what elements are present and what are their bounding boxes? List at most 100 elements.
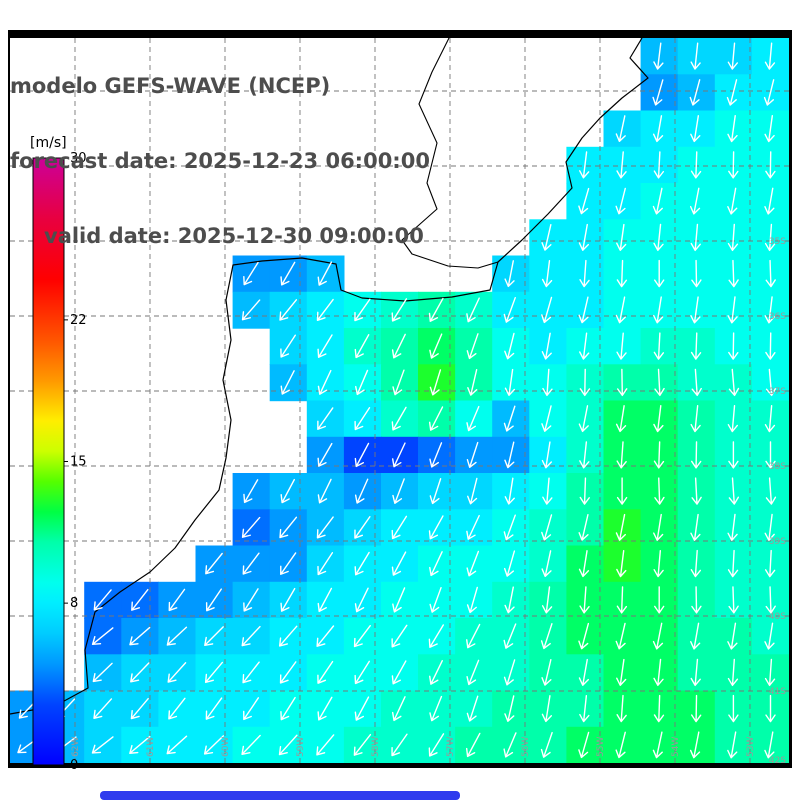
wind-arrow-glyph <box>726 79 738 106</box>
wind-arrow-glyph <box>615 731 626 759</box>
wind-arrow <box>578 405 589 433</box>
coastline-main <box>9 37 649 715</box>
colorbar-tick-label: 0 <box>70 758 78 773</box>
wind-arrow-glyph <box>353 733 372 756</box>
wind-arrow <box>541 514 553 541</box>
wind-arrow <box>241 734 261 755</box>
wind-arrow-glyph <box>764 42 776 70</box>
wind-arrow-glyph <box>317 587 333 613</box>
wind-arrow <box>354 587 369 613</box>
wind-arrow-glyph <box>653 513 664 541</box>
wind-arrow-glyph <box>429 586 442 613</box>
wind-arrow <box>617 368 628 397</box>
wind-arrow <box>279 299 298 321</box>
wind-arrow-glyph <box>690 42 701 70</box>
wind-arrow <box>690 549 702 578</box>
wind-arrow <box>541 586 553 614</box>
wind-arrow-glyph <box>727 296 738 324</box>
wind-arrow <box>391 298 408 322</box>
wind-arrow-glyph <box>579 259 590 288</box>
wind-arrow <box>465 732 481 758</box>
wind-arrow-glyph <box>317 660 334 684</box>
wind-arrow <box>764 549 776 578</box>
wind-arrow <box>728 477 740 505</box>
wind-arrow-glyph <box>578 731 590 759</box>
wind-arrow-glyph <box>91 736 114 754</box>
wind-arrow <box>280 478 296 504</box>
wind-arrow <box>728 586 739 614</box>
frame-bottom <box>8 763 791 768</box>
wind-arrow <box>391 333 406 359</box>
wind-arrow-glyph <box>690 622 701 650</box>
wind-arrow-glyph <box>243 697 260 721</box>
lon-label: 56W <box>521 737 531 757</box>
wind-arrow <box>243 261 259 286</box>
wind-arrow-glyph <box>541 259 553 288</box>
wind-arrow <box>540 623 553 650</box>
lat-label: 39S <box>769 537 786 547</box>
wind-arrow-glyph <box>243 479 259 504</box>
wind-arrow-glyph <box>653 404 664 433</box>
wind-arrow-glyph <box>615 405 627 433</box>
wind-arrow-glyph <box>616 549 627 578</box>
frame-left <box>8 30 10 768</box>
coastline <box>9 37 649 715</box>
wind-arrow-glyph <box>316 734 335 756</box>
wind-arrow <box>728 441 739 469</box>
wind-arrow-glyph <box>241 299 261 321</box>
wind-arrow <box>317 261 333 286</box>
wind-arrow-glyph <box>541 405 552 432</box>
wind-arrow <box>241 625 261 647</box>
longitude-labels: 62W 61W 60W 59W 58W 57W 56W 55W 54W 53W <box>71 737 756 757</box>
wind-arrow-glyph <box>727 731 738 759</box>
wind-arrow <box>391 515 408 540</box>
wind-arrow-glyph <box>391 660 407 685</box>
lon-label: 60W <box>221 737 231 757</box>
wind-arrow <box>541 659 552 686</box>
wind-arrow <box>317 478 332 504</box>
wind-arrow-glyph <box>391 624 408 648</box>
wind-arrow-glyph <box>652 622 664 650</box>
wind-arrow <box>541 405 552 432</box>
map-frame <box>8 30 792 768</box>
wind-arrow <box>727 622 738 650</box>
wind-arrow <box>616 549 627 578</box>
wind-arrow-glyph <box>617 368 628 397</box>
wind-arrow-glyph <box>764 731 775 759</box>
wind-arrow-glyph <box>690 658 701 687</box>
wind-arrow-glyph <box>354 551 370 576</box>
wind-arrow <box>616 259 628 288</box>
wind-arrow <box>129 735 151 754</box>
wind-arrow <box>653 404 664 433</box>
wind-arrow <box>691 586 702 614</box>
wind-arrow-glyph <box>578 187 590 215</box>
wind-arrow <box>690 441 702 469</box>
wind-arrow-glyph <box>578 658 590 686</box>
wind-arrow <box>764 513 775 542</box>
wind-arrow-glyph <box>578 405 589 433</box>
wind-arrow <box>429 660 443 685</box>
wind-arrow <box>765 259 776 288</box>
forecast-date-line: forecast date: 2025-12-23 06:00:00 <box>10 149 430 173</box>
wind-arrow-glyph <box>278 734 298 756</box>
wind-arrow-glyph <box>204 626 224 646</box>
lon-label: 54W <box>671 737 681 757</box>
lat-label: 37S <box>769 387 786 397</box>
wind-arrow <box>578 658 590 686</box>
wind-arrow <box>579 441 590 469</box>
wind-arrow <box>690 223 701 252</box>
wind-arrow <box>541 332 552 360</box>
wind-arrow-glyph <box>765 694 776 723</box>
wind-arrow-glyph <box>166 626 188 646</box>
wind-arrow <box>280 552 297 575</box>
wind-arrow <box>428 297 444 322</box>
bottom-scrollbar-thumb[interactable] <box>100 791 460 800</box>
wind-arrow-glyph <box>691 368 702 397</box>
wind-arrow <box>579 151 590 179</box>
wind-arrow-glyph <box>241 625 261 647</box>
wind-arrow <box>764 42 776 70</box>
wind-arrow-glyph <box>691 477 702 505</box>
wind-arrow-glyph <box>579 586 590 614</box>
wind-arrow-glyph <box>765 477 777 505</box>
wind-arrow-glyph <box>652 187 663 215</box>
